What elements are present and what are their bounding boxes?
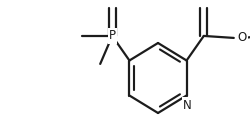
Text: O: O (199, 0, 208, 1)
Text: P: P (109, 29, 116, 42)
Text: O: O (238, 31, 247, 44)
Text: O: O (108, 0, 117, 1)
Text: N: N (183, 98, 192, 111)
